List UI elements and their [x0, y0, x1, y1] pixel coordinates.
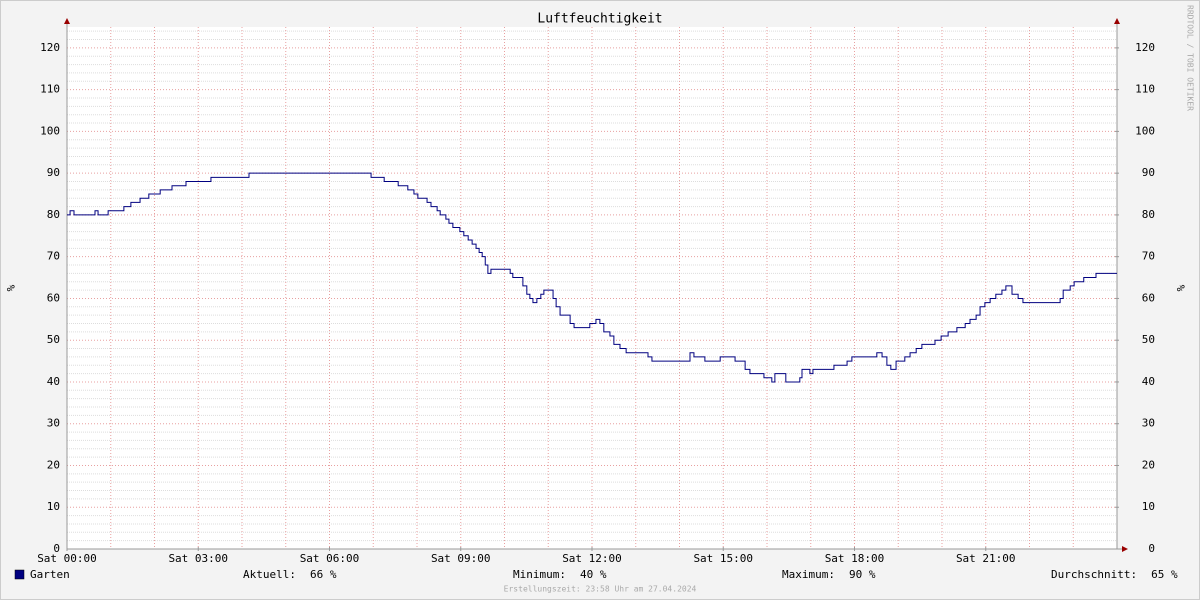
x-tick-label: Sat 09:00 [431, 552, 491, 565]
stat-label: Maximum: [782, 568, 835, 581]
y-tick-label: 40 [47, 375, 60, 388]
stat-value: 40 % [580, 568, 607, 581]
y2-tick-label: 30 [1142, 417, 1155, 430]
y2-tick-label: 80 [1142, 208, 1155, 221]
legend-swatch [14, 569, 25, 580]
y-axis-label: % [4, 285, 17, 292]
y2-tick-label: 110 [1135, 83, 1155, 96]
legend-label: Garten [30, 568, 70, 581]
x-tick-label: Sat 06:00 [300, 552, 360, 565]
y-tick-label: 120 [40, 41, 60, 54]
y-tick-label: 50 [47, 333, 60, 346]
y-tick-label: 0 [53, 542, 60, 555]
y2-tick-label: 90 [1142, 166, 1155, 179]
y2-tick-label: 70 [1142, 250, 1155, 263]
stat-label: Minimum: [513, 568, 566, 581]
y2-tick-label: 120 [1135, 41, 1155, 54]
axis-arrow [1122, 546, 1128, 552]
grid [67, 27, 1117, 550]
stat-value: 90 % [849, 568, 876, 581]
stat-label: Aktuell: [243, 568, 296, 581]
y-tick-label: 110 [40, 83, 60, 96]
x-tick-label: Sat 00:00 [37, 552, 97, 565]
y2-tick-label: 50 [1142, 333, 1155, 346]
y2-tick-label: 100 [1135, 124, 1155, 137]
axis-arrow [1114, 18, 1120, 24]
y-tick-label: 100 [40, 124, 60, 137]
x-tick-label: Sat 21:00 [956, 552, 1016, 565]
chart-title: Luftfeuchtigkeit [537, 12, 662, 27]
y-tick-label: 80 [47, 208, 60, 221]
line [67, 172, 1117, 383]
y2-axis-label: % [1174, 285, 1187, 292]
stat-value: 66 % [310, 568, 337, 581]
x-tick-label: Sat 15:00 [693, 552, 753, 565]
y2-tick-label: 40 [1142, 375, 1155, 388]
y-tick-label: 70 [47, 250, 60, 263]
watermark: RRDTOOL / TOBI OETIKER [1186, 5, 1195, 111]
y-tick-label: 60 [47, 291, 60, 304]
x-tick-label: Sat 12:00 [562, 552, 622, 565]
y2-tick-label: 0 [1148, 542, 1155, 555]
y-tick-label: 10 [47, 500, 60, 513]
footer: Erstellungszeit: 23:58 Uhr am 27.04.2024 [504, 585, 697, 594]
x-tick-label: Sat 18:00 [825, 552, 885, 565]
x-tick-label: Sat 03:00 [168, 552, 228, 565]
y2-tick-label: 60 [1142, 291, 1155, 304]
axis-arrow [64, 18, 70, 24]
y-tick-label: 30 [47, 417, 60, 430]
stat-value: 65 % [1151, 568, 1178, 581]
y2-tick-label: 10 [1142, 500, 1155, 513]
y-tick-label: 20 [47, 458, 60, 471]
stat-label: Durchschnitt: [1051, 568, 1137, 581]
y-tick-label: 90 [47, 166, 60, 179]
y2-tick-label: 20 [1142, 458, 1155, 471]
